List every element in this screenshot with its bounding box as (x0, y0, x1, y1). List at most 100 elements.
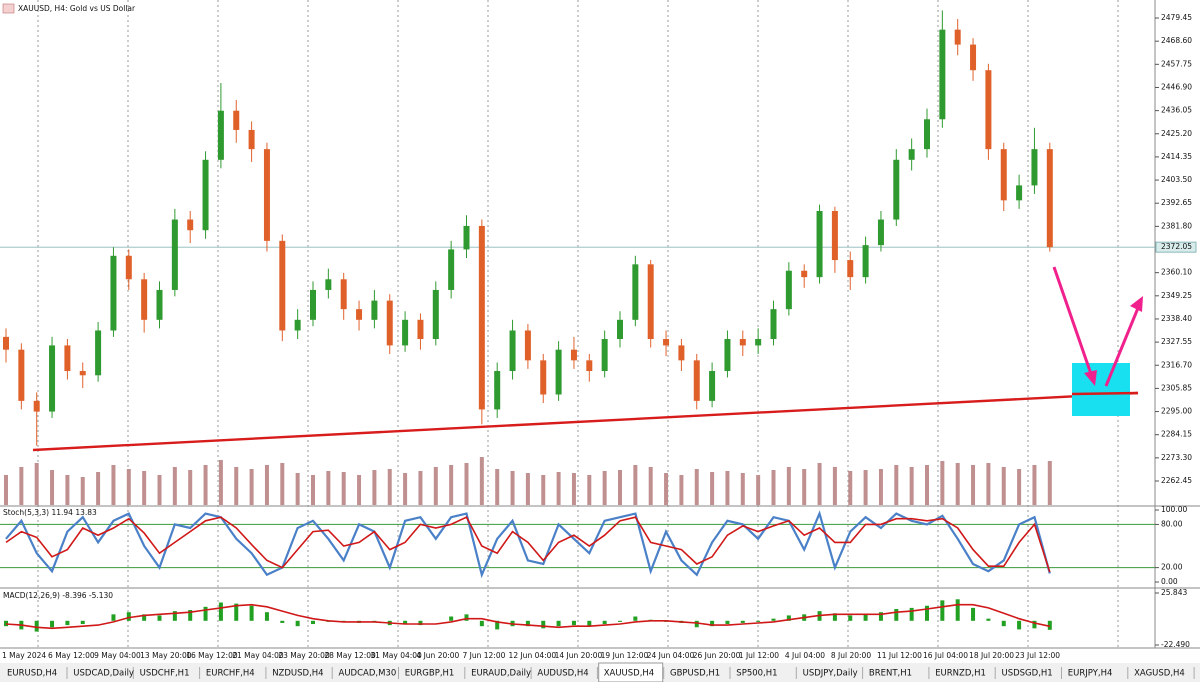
candle-body (202, 159, 209, 231)
tab-label[interactable]: EURGBP,H1 (405, 669, 455, 679)
candle-body (263, 149, 270, 241)
tab-label[interactable]: USDCAD,Daily (73, 669, 134, 679)
tab-background (863, 665, 928, 681)
y-tick-label: 2479.45 (1161, 13, 1192, 22)
tab-label[interactable]: BRENT,H1 (869, 669, 912, 679)
volume-bar (525, 473, 530, 505)
x-tick-label: 21 May 04:00 (232, 651, 284, 660)
candle-body (310, 289, 316, 320)
tab-label[interactable]: EURJPY,H4 (1068, 669, 1113, 679)
tab-label[interactable]: USDSGD,H1 (1002, 669, 1053, 679)
volume-bar (556, 472, 561, 505)
macd-bar (571, 620, 576, 626)
tab-label[interactable]: USDCHF,H1 (140, 669, 190, 679)
x-tick-label: 28 May 12:00 (324, 651, 376, 660)
tabs: EURUSD,H4 USDCAD,Daily USDCHF,H1 EURCHF,H4 N… (2, 662, 1200, 682)
candle-body (340, 279, 347, 310)
tab[interactable]: AUDCAD,M30 (333, 665, 399, 681)
macd-bar (986, 618, 991, 621)
tab[interactable]: EURNZD,H1 (930, 665, 996, 681)
candle-body (924, 119, 930, 150)
tab[interactable]: EURUSD,H4 (2, 665, 68, 681)
current-price-box (1155, 241, 1197, 253)
tab-label[interactable]: EURCHF,H4 (206, 669, 255, 679)
macd-bar (157, 615, 162, 621)
tab-label[interactable]: SP500,H1 (736, 669, 777, 679)
candle-body (417, 319, 424, 340)
tab[interactable]: USDCHF,H1 (134, 665, 201, 681)
tab[interactable]: BRENT,H1 (863, 665, 930, 681)
volume-bar (633, 465, 638, 505)
tab[interactable]: EURGBP,H1 (399, 665, 466, 681)
candle-body (939, 29, 946, 120)
volume-bar (571, 473, 576, 505)
volume-bar (725, 471, 730, 505)
candle-body (954, 29, 961, 45)
tab[interactable]: NZDUSD,H4 (267, 665, 333, 681)
candle-body (862, 245, 869, 278)
volume-bar (126, 469, 131, 505)
macd-bar (878, 612, 883, 621)
macd-bar (495, 620, 500, 630)
tab-label[interactable]: AUDCAD,M30 (339, 669, 397, 679)
tab-background (267, 665, 332, 681)
tab-background (333, 665, 398, 681)
tab-label[interactable]: EURUSD,H4 (7, 669, 57, 679)
volume-bar (203, 465, 208, 505)
candle-body (325, 279, 332, 290)
x-tick-label: 19 Jun 12:00 (601, 651, 649, 660)
tab[interactable]: XAGUSD,H4 (1129, 665, 1195, 681)
tab[interactable]: USDSGD,H1 (996, 665, 1062, 681)
tab[interactable]: EURCHF,H4 (200, 665, 267, 681)
tab[interactable]: USDJPY,Daily (797, 665, 864, 681)
candle-body (632, 264, 639, 320)
y-tick-label: 80.00 (1161, 519, 1183, 528)
candle-body (739, 339, 746, 346)
x-tick-label: 4 Jun 20:00 (416, 651, 459, 660)
tab-label[interactable]: XAGUSD,H4 (1134, 669, 1185, 679)
tab-background (200, 665, 265, 681)
x-tick-label: 8 Jul 20:00 (831, 651, 871, 660)
candle-body (586, 360, 593, 372)
macd-bar (1032, 620, 1037, 629)
candle-body (386, 300, 393, 346)
candle-body (693, 360, 700, 401)
tab-label[interactable]: XAUUSD,H4 (604, 669, 655, 679)
tab-label[interactable]: NZDUSD,H4 (272, 669, 323, 679)
tab[interactable]: EURJPY,H4 (1062, 665, 1129, 681)
volume-bar (1047, 461, 1052, 505)
marks: 2479.45 2468.60 2457.75 2446.90 2436.05 2425.… (0, 10, 1197, 660)
macd-bar (909, 607, 914, 621)
volume-bar (19, 467, 24, 505)
macd-bar (832, 613, 837, 621)
tab[interactable]: XAUUSD,H4 (598, 662, 665, 682)
volume-bar (510, 471, 515, 505)
y-tick-label: 2273.30 (1161, 453, 1192, 462)
tab-label[interactable]: EURAUD,Daily (471, 669, 531, 679)
macd-bar (863, 614, 868, 621)
macd-bar (464, 614, 469, 621)
tab-label[interactable]: GBPUSD,H1 (670, 669, 720, 679)
tab[interactable]: AUDUSD,H4 (532, 665, 598, 681)
candle-body (95, 330, 102, 376)
candle-body (709, 371, 716, 401)
volume-bar (679, 475, 684, 505)
tab-label[interactable]: AUDUSD,H4 (537, 669, 588, 679)
candle-body (187, 219, 194, 231)
tab[interactable]: USDCAD,Daily (68, 665, 134, 681)
candle-body (478, 225, 485, 410)
volume-bar (50, 470, 55, 505)
tab[interactable]: SP500,H1 (731, 665, 797, 681)
volume-bar (740, 473, 745, 505)
tab-label[interactable]: EURNZD,H1 (935, 669, 986, 679)
tab[interactable]: GBPUSD,H1 (665, 665, 731, 681)
tab-label[interactable]: USDJPY,Daily (803, 669, 858, 679)
tab-background (399, 665, 464, 681)
candle-body (248, 129, 255, 150)
candle-body (156, 289, 163, 320)
tab[interactable]: EURAUD,Daily (466, 665, 532, 681)
volume-bar (602, 471, 607, 505)
y-tick-label: 25.843 (1161, 588, 1187, 597)
volume-bar (986, 463, 991, 505)
tab[interactable]: BT (1195, 665, 1200, 681)
